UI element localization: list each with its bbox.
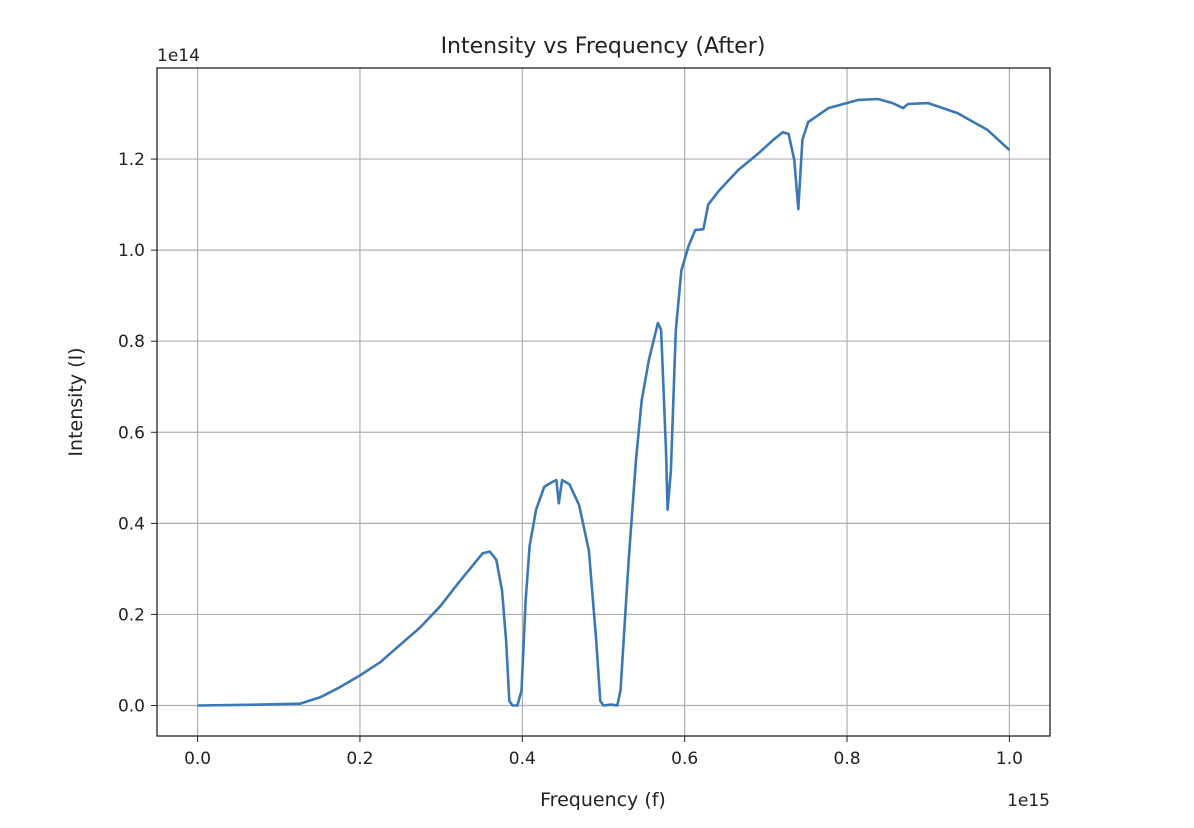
x-tick-label: 1.0 xyxy=(996,749,1023,769)
y-tick-label: 0.6 xyxy=(118,423,145,443)
y-tick-label: 1.0 xyxy=(118,241,145,261)
x-tick-label: 0.4 xyxy=(509,749,536,769)
x-axis-label: Frequency (f) xyxy=(540,789,666,811)
x-tick-label: 0.6 xyxy=(671,749,698,769)
y-offset-text: 1e14 xyxy=(157,46,200,66)
series-line xyxy=(197,97,1011,707)
x-tick-label: 0.2 xyxy=(346,749,373,769)
x-tick-label: 0.8 xyxy=(834,749,861,769)
x-axis: 0.0 0.2 0.4 0.6 0.8 1.0 xyxy=(184,736,1023,769)
y-axis-label: Intensity (I) xyxy=(65,347,87,456)
y-tick-label: 0.0 xyxy=(118,696,145,716)
x-offset-text: 1e15 xyxy=(1007,791,1050,811)
y-axis: 0.0 0.2 0.4 0.6 0.8 1.0 1.2 xyxy=(118,150,157,716)
y-tick-label: 0.2 xyxy=(118,605,145,625)
x-tick-label: 0.0 xyxy=(184,749,211,769)
plot-area-frame xyxy=(156,67,1051,737)
y-tick-label: 0.4 xyxy=(118,514,145,534)
chart-title: Intensity vs Frequency (After) xyxy=(441,34,766,59)
y-tick-label: 1.2 xyxy=(118,150,145,170)
y-tick-label: 0.8 xyxy=(118,332,145,352)
grid xyxy=(157,68,1050,736)
